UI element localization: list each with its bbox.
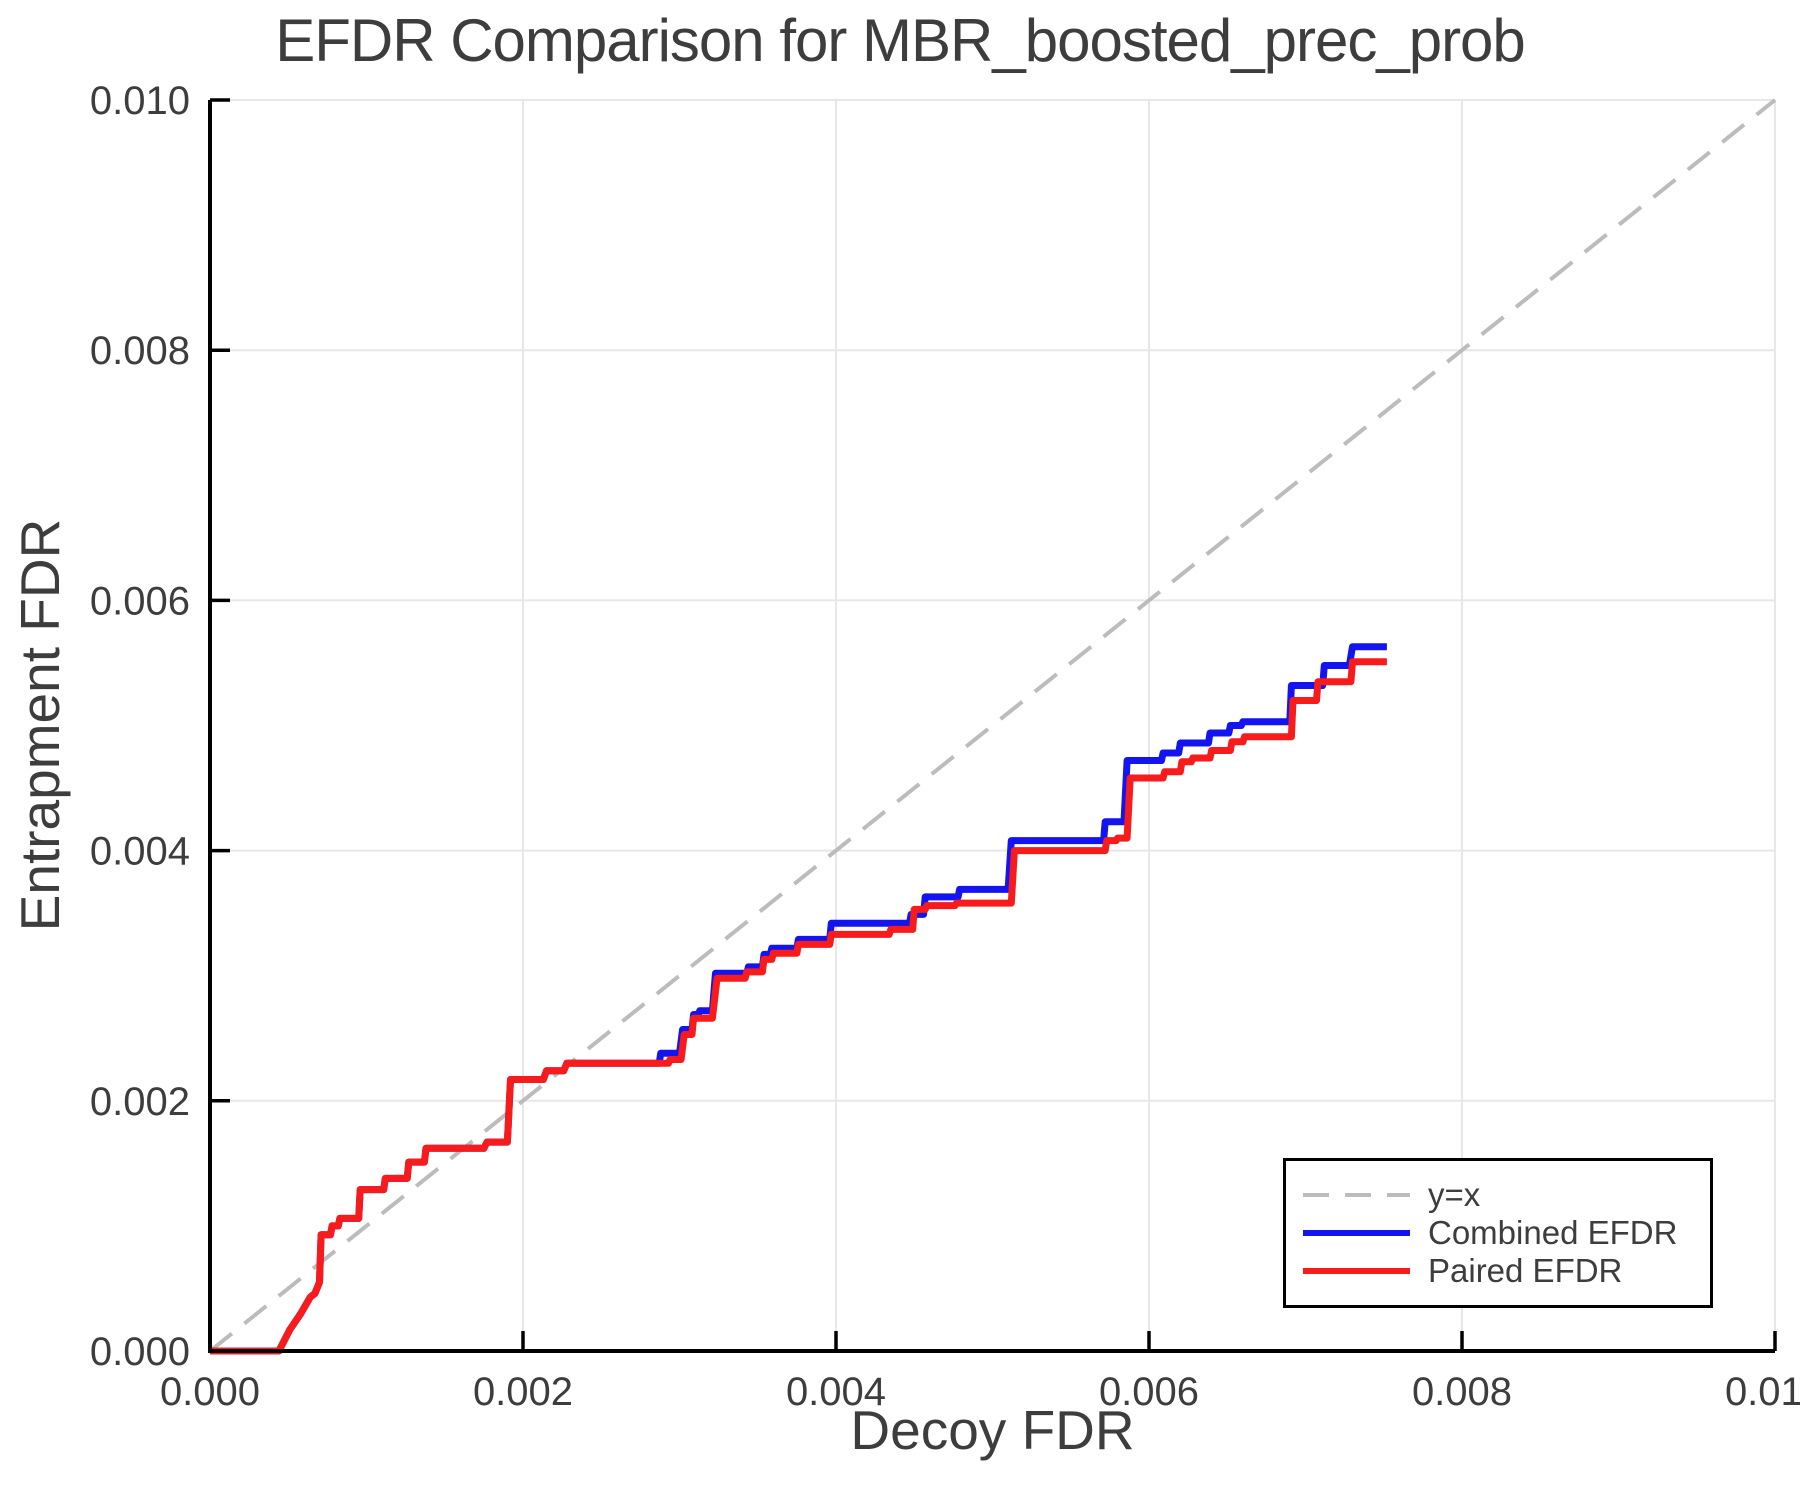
- y-tick-label: 0.004: [90, 830, 190, 874]
- legend-entry-yx: y=x: [1286, 1176, 1710, 1214]
- legend-entry-paired-efdr: Paired EFDR: [1286, 1252, 1710, 1290]
- x-tick-label: 0.004: [786, 1370, 886, 1414]
- series-line-paired-efdr: [210, 658, 1387, 1355]
- legend-entry-combined-efdr: Combined EFDR: [1286, 1214, 1710, 1252]
- x-axis-label: Decoy FDR: [850, 1399, 1135, 1461]
- legend-label-combined-efdr: Combined EFDR: [1428, 1214, 1678, 1251]
- x-tick-label: 0.010: [1725, 1370, 1800, 1414]
- x-tick-label: 0.000: [160, 1370, 260, 1414]
- y-tick-label: 0.000: [90, 1330, 190, 1374]
- reference-line-y-equals-x: [208, 98, 1777, 1353]
- legend-label-yx: y=x: [1428, 1176, 1481, 1213]
- legend-box: y=x Combined EFDR Paired EFDR: [1283, 1158, 1713, 1308]
- y-tick-label: 0.006: [90, 579, 190, 623]
- x-tick-label: 0.008: [1412, 1370, 1512, 1414]
- x-tick-label: 0.002: [473, 1370, 573, 1414]
- x-tick-label: 0.006: [1099, 1370, 1199, 1414]
- legend-label-paired-efdr: Paired EFDR: [1428, 1252, 1623, 1289]
- legend-dashed-line-sample: [1303, 1193, 1410, 1197]
- chart-title: EFDR Comparison for MBR_boosted_prec_pro…: [275, 7, 1526, 74]
- y-axis-label: Entrapment FDR: [9, 518, 71, 932]
- legend-blue-line-sample: [1303, 1230, 1410, 1236]
- legend-red-line-sample: [1303, 1268, 1410, 1274]
- y-tick-label: 0.010: [90, 79, 190, 123]
- y-tick-label: 0.008: [90, 329, 190, 373]
- y-tick-label: 0.002: [90, 1080, 190, 1124]
